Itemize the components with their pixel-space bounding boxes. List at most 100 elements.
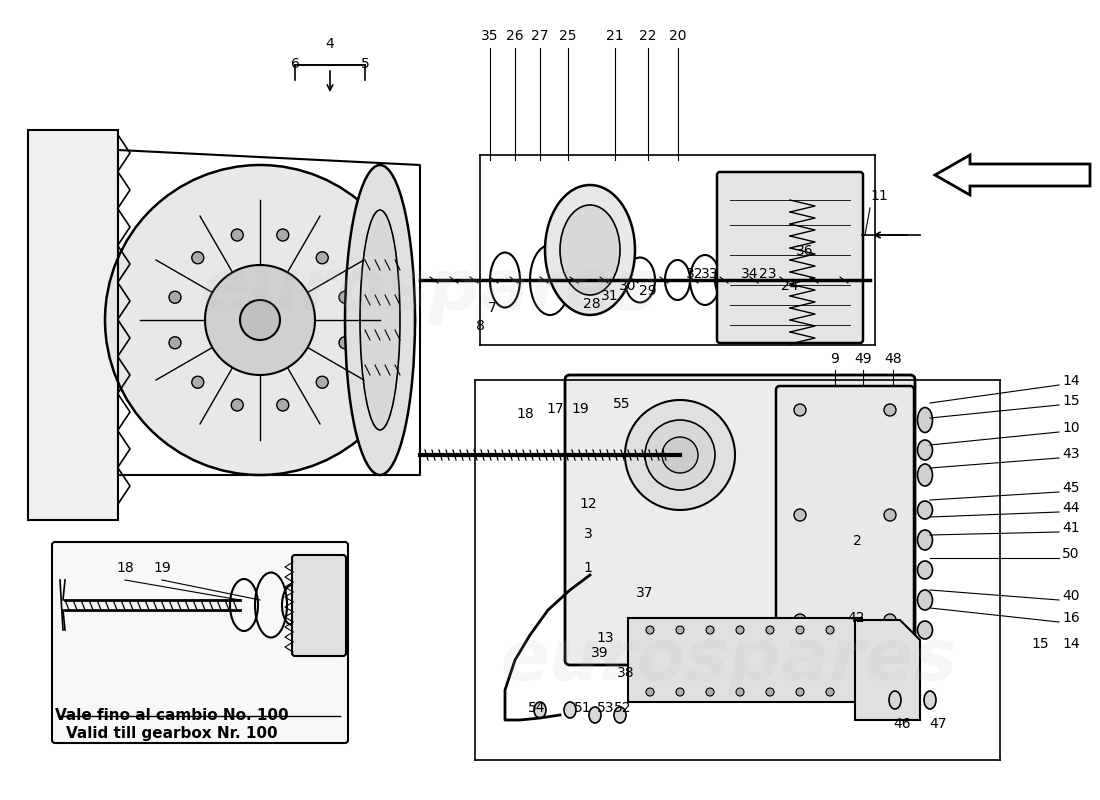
Ellipse shape [917,407,933,433]
Text: 11: 11 [870,189,888,203]
Text: 9: 9 [830,352,839,366]
Ellipse shape [917,530,933,550]
Text: 38: 38 [617,666,635,680]
Circle shape [662,437,698,473]
Circle shape [736,626,744,634]
Ellipse shape [360,210,400,430]
Text: 13: 13 [596,631,614,645]
Circle shape [316,376,328,388]
Text: 51: 51 [574,701,592,715]
Text: Vale fino al cambio No. 100: Vale fino al cambio No. 100 [55,708,289,723]
Polygon shape [855,620,920,720]
Text: 21: 21 [606,29,624,43]
Text: 16: 16 [1062,611,1080,625]
Ellipse shape [588,707,601,723]
Text: 36: 36 [796,244,814,258]
Circle shape [796,688,804,696]
Text: 8: 8 [475,319,484,333]
Text: 26: 26 [506,29,524,43]
Text: 19: 19 [571,402,588,416]
FancyBboxPatch shape [776,386,914,644]
Text: 49: 49 [855,352,872,366]
Circle shape [736,688,744,696]
Text: 47: 47 [930,717,947,731]
Ellipse shape [917,561,933,579]
Circle shape [205,265,315,375]
Circle shape [316,252,328,264]
Text: 31: 31 [602,289,619,303]
Text: 14: 14 [1062,637,1079,651]
Text: 5: 5 [361,57,370,71]
Ellipse shape [917,501,933,519]
Circle shape [676,626,684,634]
Circle shape [191,252,204,264]
Text: 53: 53 [597,701,615,715]
Text: 50: 50 [1062,547,1079,561]
Ellipse shape [534,702,546,718]
FancyBboxPatch shape [292,555,346,656]
Text: 19: 19 [153,561,170,575]
Text: 30: 30 [619,279,637,293]
Ellipse shape [917,621,933,639]
Ellipse shape [614,707,626,723]
Text: 10: 10 [1062,421,1079,435]
Text: 42: 42 [847,611,865,625]
Text: 17: 17 [547,402,564,416]
Text: 25: 25 [559,29,576,43]
Circle shape [884,614,896,626]
Circle shape [646,688,654,696]
Ellipse shape [924,691,936,709]
Text: 35: 35 [482,29,498,43]
Text: 23: 23 [759,267,777,281]
Circle shape [884,404,896,416]
Circle shape [240,300,280,340]
Circle shape [191,376,204,388]
Text: 4: 4 [326,37,334,51]
Ellipse shape [917,464,933,486]
Text: 14: 14 [1062,374,1079,388]
Text: 3: 3 [584,527,593,541]
Ellipse shape [889,691,901,709]
FancyBboxPatch shape [628,618,862,702]
FancyBboxPatch shape [565,375,915,665]
Circle shape [277,399,289,411]
FancyArrow shape [935,155,1090,195]
Text: 22: 22 [639,29,657,43]
Text: 15: 15 [1031,637,1048,651]
Circle shape [796,626,804,634]
Text: 33: 33 [702,267,718,281]
Circle shape [231,399,243,411]
Circle shape [884,509,896,521]
Text: 15: 15 [1062,394,1079,408]
Text: 44: 44 [1062,501,1079,515]
Text: 32: 32 [686,267,704,281]
Text: 54: 54 [528,701,546,715]
Text: 18: 18 [516,407,534,421]
Text: 52: 52 [614,701,631,715]
Text: 48: 48 [884,352,902,366]
Circle shape [104,165,415,475]
Circle shape [645,420,715,490]
Circle shape [766,626,774,634]
Text: 46: 46 [893,717,911,731]
Ellipse shape [345,165,415,475]
Text: 1: 1 [584,561,593,575]
Circle shape [339,291,351,303]
Circle shape [676,688,684,696]
Text: 27: 27 [531,29,549,43]
Text: 12: 12 [580,497,597,511]
Circle shape [169,291,182,303]
Circle shape [169,337,182,349]
Ellipse shape [917,590,933,610]
Circle shape [826,688,834,696]
Circle shape [277,229,289,241]
Text: 34: 34 [741,267,759,281]
Circle shape [794,404,806,416]
Circle shape [706,626,714,634]
Text: 39: 39 [591,646,608,660]
Text: 43: 43 [1062,447,1079,461]
Text: 2: 2 [852,534,861,548]
FancyBboxPatch shape [52,542,348,743]
Text: 45: 45 [1062,481,1079,495]
Text: 41: 41 [1062,521,1079,535]
